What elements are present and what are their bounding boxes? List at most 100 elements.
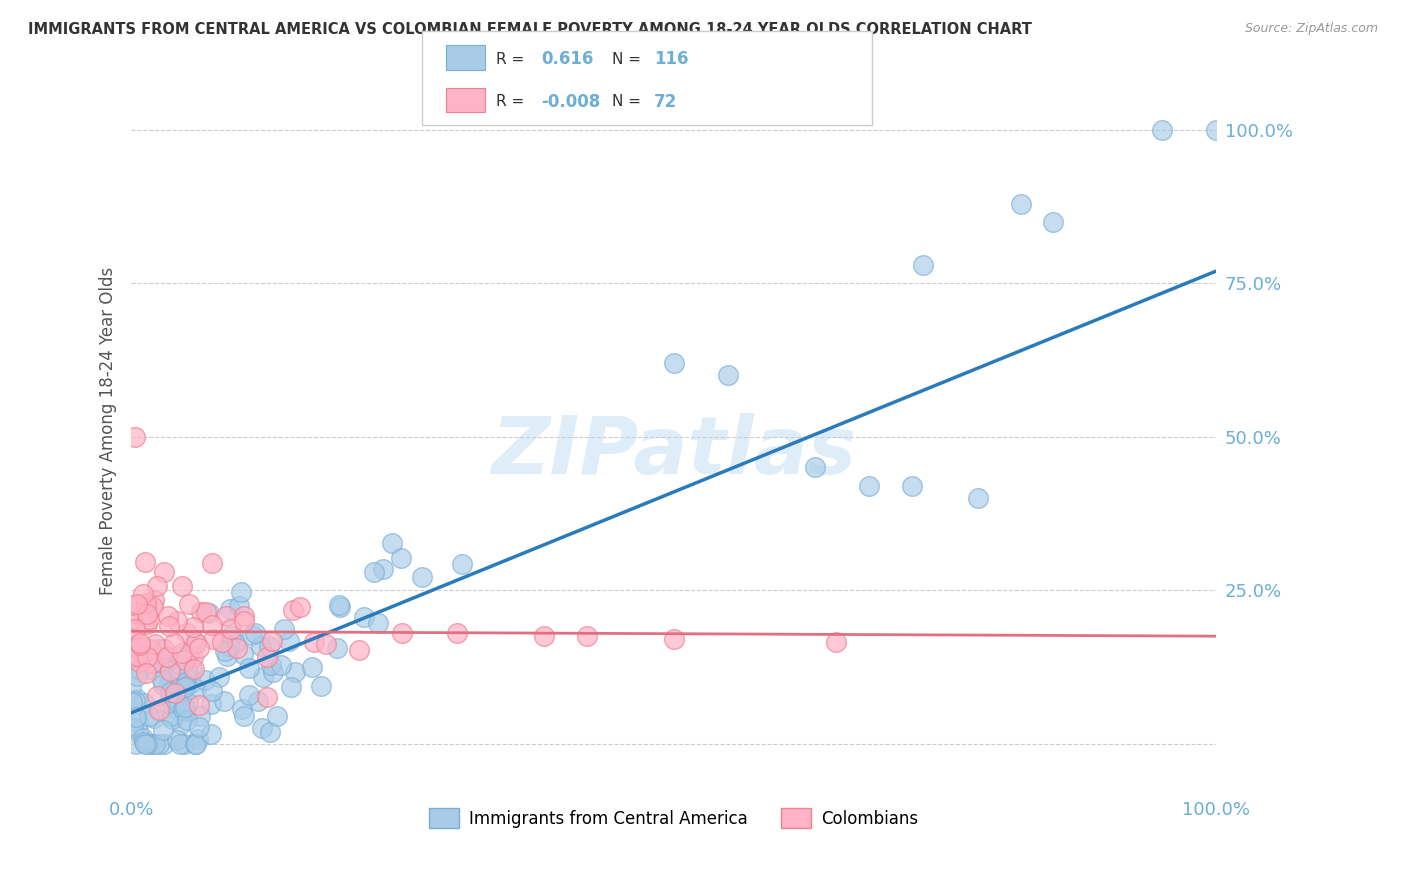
- Point: [281, 602, 304, 616]
- Point: [177, 647, 200, 661]
- Point: [148, 702, 170, 716]
- Point: [391, 626, 413, 640]
- Point: [245, 626, 267, 640]
- Point: [380, 535, 402, 549]
- Point: [143, 593, 166, 607]
- Point: [224, 636, 246, 650]
- Point: [232, 647, 254, 661]
- Point: [127, 724, 149, 739]
- Point: [132, 731, 155, 745]
- Point: [156, 609, 179, 624]
- Point: [181, 620, 204, 634]
- Point: [136, 737, 159, 751]
- Point: [249, 639, 271, 653]
- Point: [160, 671, 183, 685]
- Point: [141, 656, 163, 670]
- Point: [266, 708, 288, 723]
- Point: [328, 598, 350, 612]
- Point: [180, 664, 202, 678]
- Point: [160, 712, 183, 726]
- Point: [176, 713, 198, 727]
- Point: [156, 650, 179, 665]
- Point: [143, 737, 166, 751]
- Point: [288, 599, 311, 614]
- Point: [121, 695, 143, 709]
- Point: [120, 680, 142, 694]
- Point: [214, 609, 236, 624]
- Point: [157, 677, 180, 691]
- Point: [183, 662, 205, 676]
- Point: [152, 678, 174, 692]
- Point: [135, 666, 157, 681]
- Point: [662, 356, 685, 370]
- Point: [212, 694, 235, 708]
- Point: [167, 657, 190, 671]
- Point: [329, 600, 352, 615]
- Point: [180, 675, 202, 690]
- Point: [201, 684, 224, 698]
- Point: [124, 639, 146, 653]
- Point: [163, 636, 186, 650]
- Text: -0.008: -0.008: [541, 93, 600, 111]
- Point: [132, 735, 155, 749]
- Point: [211, 635, 233, 649]
- Point: [187, 640, 209, 655]
- Point: [179, 672, 201, 686]
- Point: [136, 609, 159, 624]
- Point: [127, 692, 149, 706]
- Point: [125, 737, 148, 751]
- Point: [1205, 123, 1227, 137]
- Text: N =: N =: [612, 52, 645, 67]
- Point: [135, 600, 157, 615]
- Point: [124, 641, 146, 656]
- Point: [174, 677, 197, 691]
- Point: [124, 646, 146, 660]
- Point: [200, 698, 222, 712]
- Point: [250, 721, 273, 735]
- Point: [575, 629, 598, 643]
- Point: [284, 665, 307, 679]
- Point: [166, 614, 188, 628]
- Point: [184, 737, 207, 751]
- Point: [170, 647, 193, 661]
- Point: [135, 617, 157, 632]
- Point: [134, 737, 156, 751]
- Point: [188, 709, 211, 723]
- Point: [169, 648, 191, 663]
- Point: [153, 737, 176, 751]
- Point: [135, 650, 157, 665]
- Point: [194, 673, 217, 687]
- Point: [233, 615, 256, 629]
- Point: [804, 460, 827, 475]
- Point: [262, 634, 284, 648]
- Text: Source: ZipAtlas.com: Source: ZipAtlas.com: [1244, 22, 1378, 36]
- Point: [153, 642, 176, 657]
- Point: [201, 556, 224, 570]
- Point: [353, 610, 375, 624]
- Point: [1150, 123, 1173, 137]
- Point: [157, 619, 180, 633]
- Point: [451, 557, 474, 571]
- Point: [172, 678, 194, 692]
- Point: [159, 665, 181, 679]
- Point: [141, 737, 163, 751]
- Point: [214, 644, 236, 658]
- Point: [363, 565, 385, 579]
- Point: [179, 597, 201, 611]
- Point: [173, 704, 195, 718]
- Point: [141, 599, 163, 614]
- Point: [187, 698, 209, 712]
- Point: [122, 639, 145, 653]
- Point: [278, 633, 301, 648]
- Point: [132, 587, 155, 601]
- Point: [128, 655, 150, 669]
- Point: [138, 612, 160, 626]
- Point: [219, 629, 242, 643]
- Point: [446, 626, 468, 640]
- Point: [127, 715, 149, 730]
- Point: [162, 699, 184, 714]
- Point: [148, 655, 170, 669]
- Point: [228, 599, 250, 613]
- Point: [229, 585, 252, 599]
- Point: [389, 551, 412, 566]
